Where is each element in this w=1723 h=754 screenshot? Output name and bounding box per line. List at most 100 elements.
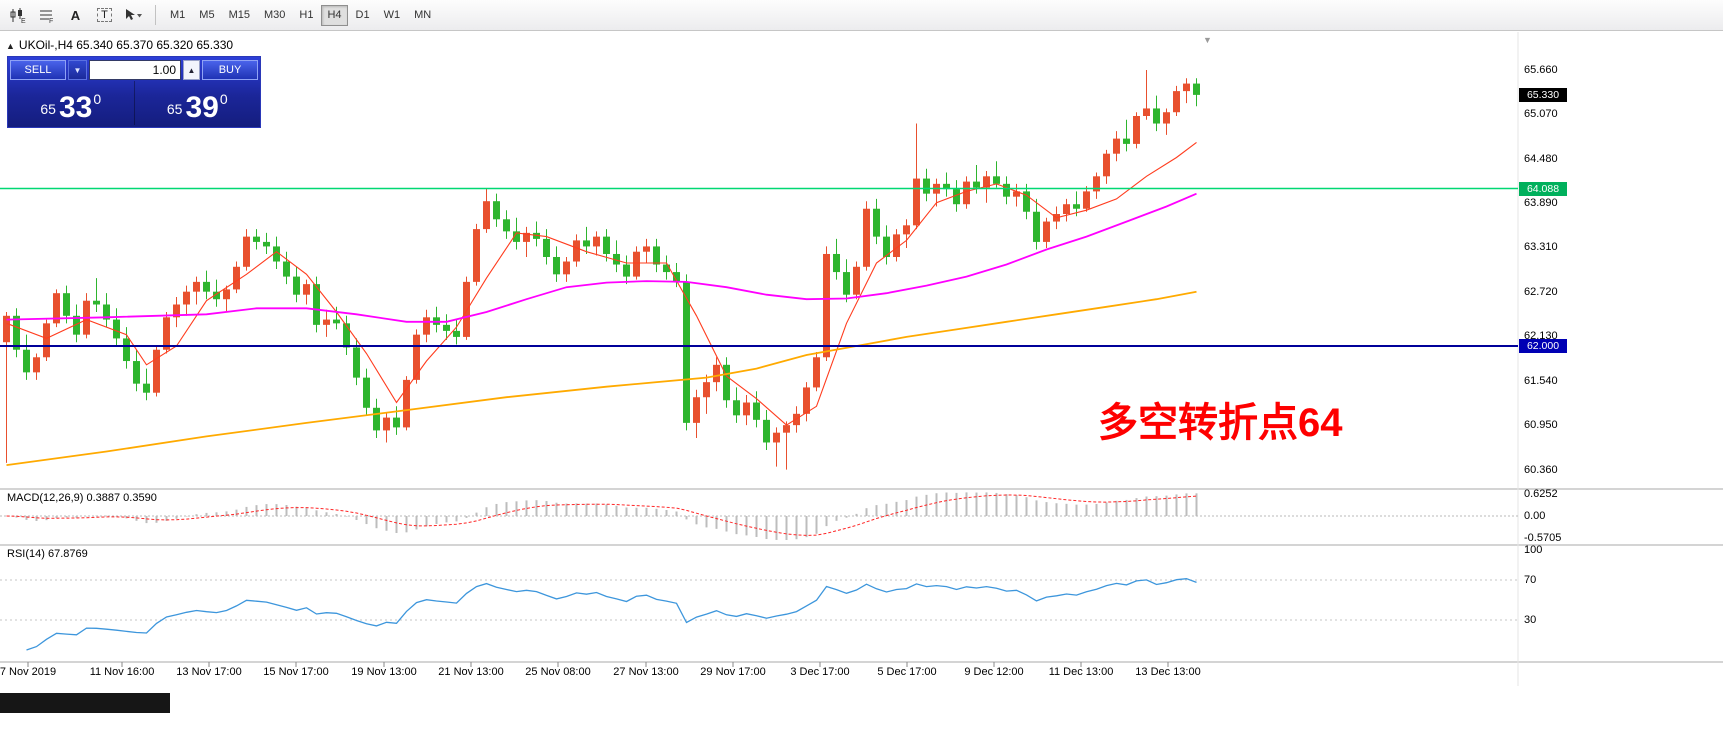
- volume-input[interactable]: [89, 60, 181, 80]
- candle-body: [143, 383, 150, 393]
- sell-price[interactable]: 65 33 0: [8, 81, 134, 125]
- candle-body: [873, 208, 880, 237]
- candle-body: [253, 236, 260, 242]
- candle-body: [3, 315, 10, 343]
- volume-up-icon[interactable]: ▲: [183, 60, 200, 80]
- candle-body: [923, 178, 930, 194]
- candle-body: [673, 272, 680, 282]
- time-axis[interactable]: 7 Nov 2019 11 Nov 16:00 13 Nov 17:00 15 Nov…: [0, 666, 1518, 684]
- timeframe-h1[interactable]: H1: [299, 9, 314, 21]
- chart-type-icon[interactable]: E: [4, 3, 31, 27]
- symbol-header: ▲ UKOil-,H4 65.340 65.370 65.320 65.330: [6, 38, 233, 52]
- svg-text:F: F: [49, 18, 53, 24]
- price-axis-label: 65.070: [1524, 108, 1558, 121]
- volume-dropdown-icon[interactable]: ▼: [68, 60, 87, 80]
- candle-body: [813, 357, 820, 388]
- candle-body: [663, 264, 670, 273]
- chart-canvas[interactable]: [0, 32, 1723, 686]
- text-label-icon[interactable]: A: [70, 7, 81, 23]
- price-tag-62.000: 62.000: [1519, 338, 1567, 353]
- toolbar-separator: [155, 5, 156, 25]
- candle-body: [223, 289, 230, 300]
- chart-annotation-text: 多空转折点64: [1098, 401, 1343, 445]
- candle-body: [953, 189, 960, 205]
- text-box-icon[interactable]: T: [91, 3, 118, 27]
- candle-body: [913, 178, 920, 226]
- timeframe-m1[interactable]: M1: [170, 9, 186, 21]
- candle-body: [553, 256, 560, 275]
- taskbar-fragment: [0, 693, 170, 713]
- time-axis-label: 19 Nov 13:00: [351, 666, 417, 678]
- candle-body: [53, 293, 60, 324]
- indicator-list-icon[interactable]: F: [33, 3, 60, 27]
- candle-body: [343, 323, 350, 348]
- candle-body: [773, 432, 780, 443]
- candle-body: [203, 281, 210, 292]
- candle-body: [43, 323, 50, 358]
- candle-body: [1193, 83, 1200, 95]
- buy-button[interactable]: BUY: [202, 60, 258, 80]
- timeframe-m15[interactable]: M15: [228, 9, 250, 21]
- candle-body: [1013, 191, 1020, 197]
- timeframe-m30[interactable]: M30: [263, 9, 286, 21]
- price-axis-label: 63.890: [1524, 197, 1558, 210]
- timeframe-h4[interactable]: H4: [321, 4, 348, 26]
- timeframe-buttons: M1 M5 M15 M30 H1 H4 D1 W1 MN: [163, 4, 438, 26]
- candle-body: [593, 236, 600, 247]
- candle-body: [583, 240, 590, 247]
- candle-body: [1103, 153, 1110, 177]
- candle-body: [893, 234, 900, 257]
- candle-body: [833, 253, 840, 273]
- price-axis-label: 61.540: [1524, 374, 1558, 387]
- candle-body: [563, 261, 570, 275]
- candle-body: [1153, 108, 1160, 124]
- candle-body: [123, 338, 130, 362]
- time-axis-label: 3 Dec 17:00: [790, 666, 850, 678]
- candle-body: [683, 281, 690, 423]
- macd-signal-line: [6, 494, 1197, 536]
- candle-body: [213, 291, 220, 300]
- candle-body: [503, 219, 510, 232]
- candle-body: [823, 253, 830, 358]
- candle-body: [973, 181, 980, 188]
- time-axis-label: 11 Dec 13:00: [1048, 666, 1114, 678]
- svg-text:E: E: [21, 18, 26, 24]
- sell-button[interactable]: SELL: [10, 60, 66, 80]
- candle-body: [23, 349, 30, 373]
- one-click-toggle-icon[interactable]: ▲: [6, 41, 15, 51]
- candle-body: [483, 201, 490, 230]
- buy-price-pipette: 0: [219, 91, 228, 107]
- price-axis-label: 64.480: [1524, 152, 1558, 165]
- candle-body: [163, 317, 170, 350]
- candle-body: [1163, 112, 1170, 124]
- timeframe-m5[interactable]: M5: [199, 9, 215, 21]
- time-axis-label: 5 Dec 17:00: [877, 666, 937, 678]
- timeframe-w1[interactable]: W1: [383, 9, 401, 21]
- candle-body: [1023, 191, 1030, 212]
- candle-body: [273, 246, 280, 262]
- macd-label: MACD(12,26,9) 0.3887 0.3590: [7, 492, 157, 504]
- candle-body: [1113, 138, 1120, 154]
- candle-body: [843, 272, 850, 295]
- price-axis[interactable]: 65.660 65.070 64.480 63.890 63.310 62.720 62.1…: [1518, 32, 1723, 686]
- candle-body: [263, 241, 270, 247]
- candle-body: [493, 201, 500, 220]
- candle-body: [293, 276, 300, 295]
- buy-price-pips: 39: [185, 90, 219, 124]
- candle-body: [423, 317, 430, 335]
- candle-body: [103, 304, 110, 320]
- timeframe-mn[interactable]: MN: [414, 9, 432, 21]
- candle-body: [943, 183, 950, 190]
- time-axis-label: 11 Nov 16:00: [89, 666, 155, 678]
- price-tag-64.088: 64.088: [1519, 181, 1567, 196]
- timeframe-d1[interactable]: D1: [355, 9, 370, 21]
- buy-price-int: 65: [166, 101, 183, 117]
- buy-price[interactable]: 65 39 0: [133, 81, 261, 125]
- cursor-tool-icon[interactable]: [120, 3, 147, 27]
- candle-body: [763, 419, 770, 443]
- candle-body: [993, 176, 1000, 184]
- candle-body: [863, 208, 870, 267]
- candle-body: [733, 400, 740, 416]
